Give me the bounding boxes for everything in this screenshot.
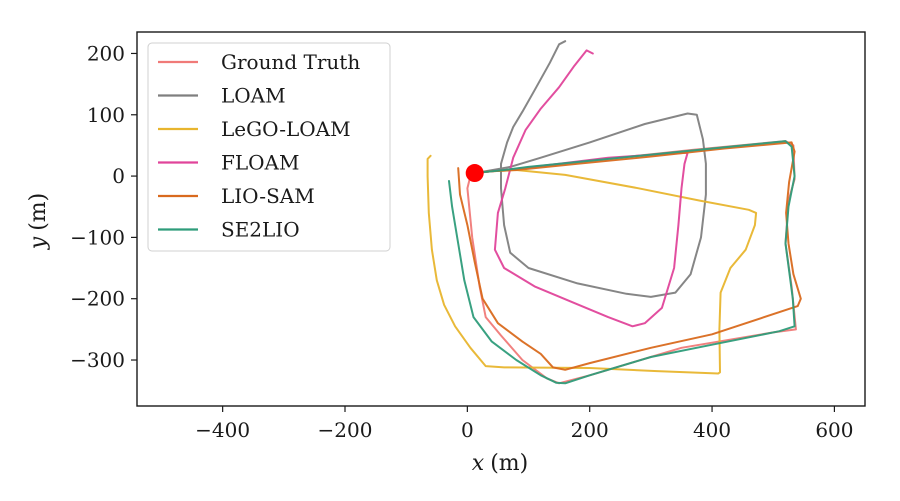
y-tick-label: 100 (87, 103, 125, 127)
legend-label: Ground Truth (221, 50, 360, 74)
y-axis-title: y (m) (26, 193, 51, 250)
start-marker-layer (465, 164, 484, 183)
x-tick-label: −400 (195, 418, 250, 442)
x-axis-unit: (m) (490, 451, 528, 476)
y-axis-variable: y (26, 236, 51, 250)
legend-label: LeGO-LOAM (221, 117, 351, 141)
x-tick-label: 400 (693, 418, 731, 442)
y-tick-label: −300 (70, 348, 125, 372)
legend-frame (147, 42, 391, 252)
x-tick-label: 200 (571, 418, 609, 442)
start-marker (465, 164, 484, 183)
x-axis-title: x (m) (472, 451, 528, 476)
y-tick-label: 0 (112, 164, 125, 188)
legend-label: LIO-SAM (221, 184, 315, 208)
x-axis-variable: x (472, 451, 485, 476)
series-line-lio-sam (457, 141, 802, 371)
y-tick-label: −200 (70, 287, 125, 311)
x-tick-label: −200 (318, 418, 373, 442)
legend-label: FLOAM (221, 151, 299, 175)
legend-label: LOAM (221, 84, 286, 108)
y-tick-label: −100 (70, 225, 125, 249)
series-line-loam (473, 40, 707, 298)
plot-lines (426, 40, 802, 385)
legend: Ground Truth LOAM LeGO-LOAM FLOAM LIO-SAM SE2… (147, 42, 391, 252)
x-axis-ticks: −400 −200 0 200 400 600 (195, 406, 854, 442)
y-tick-label: 200 (87, 41, 125, 65)
x-tick-label: 600 (815, 418, 853, 442)
y-axis-unit: (m) (26, 193, 51, 231)
series-line-lego-loam (426, 154, 758, 375)
series-line-se2lio (448, 140, 796, 385)
legend-label: SE2LIO (221, 218, 300, 242)
plot-frame (136, 31, 866, 407)
x-tick-label: 0 (461, 418, 474, 442)
y-axis-ticks: 200 100 0 −100 −200 −300 (70, 41, 137, 372)
